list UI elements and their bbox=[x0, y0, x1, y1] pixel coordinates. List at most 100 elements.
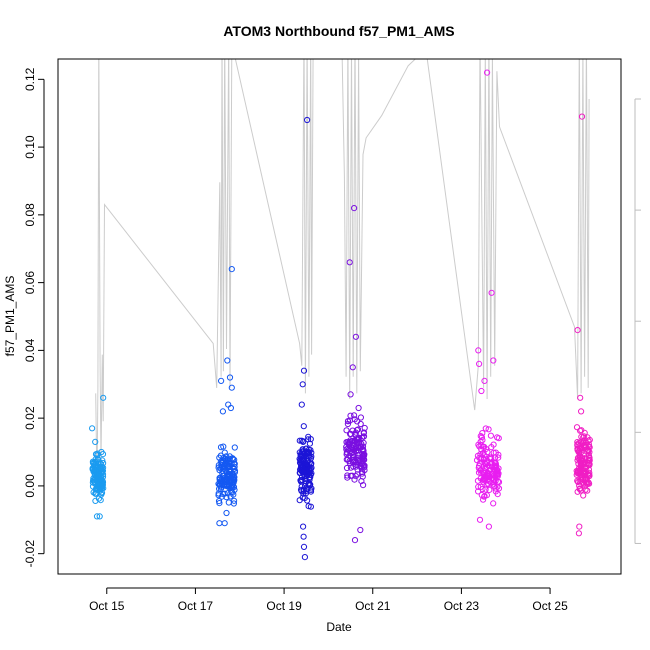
data-point bbox=[224, 490, 231, 497]
data-point bbox=[96, 513, 103, 520]
y-tick-label: 0.00 bbox=[23, 474, 37, 498]
data-point bbox=[216, 454, 223, 461]
data-point bbox=[357, 457, 364, 464]
y-tick-label: 0.02 bbox=[23, 406, 37, 430]
series-5 bbox=[473, 69, 503, 530]
data-point bbox=[479, 437, 486, 444]
data-point bbox=[482, 445, 490, 452]
data-point bbox=[94, 472, 101, 479]
data-point bbox=[584, 470, 592, 477]
data-point bbox=[346, 259, 353, 266]
data-point bbox=[344, 420, 351, 428]
data-point bbox=[485, 426, 492, 433]
data-point bbox=[361, 462, 368, 469]
data-point bbox=[90, 475, 97, 482]
data-point bbox=[93, 469, 100, 476]
data-point bbox=[347, 464, 354, 471]
data-point bbox=[222, 467, 229, 474]
data-point bbox=[93, 513, 101, 520]
data-point bbox=[299, 465, 306, 472]
x-axis-label: Date bbox=[326, 620, 352, 634]
data-point bbox=[226, 464, 233, 471]
data-point bbox=[473, 457, 481, 464]
data-point bbox=[583, 448, 590, 455]
data-point bbox=[495, 435, 502, 442]
data-point bbox=[475, 441, 482, 448]
data-point bbox=[581, 477, 589, 484]
data-point bbox=[217, 465, 224, 472]
data-point bbox=[346, 417, 353, 424]
data-point bbox=[229, 484, 236, 491]
data-points-layer bbox=[89, 69, 593, 561]
data-point bbox=[89, 458, 97, 465]
data-point bbox=[296, 497, 303, 504]
data-point bbox=[480, 457, 487, 464]
data-point bbox=[229, 455, 236, 462]
data-point bbox=[577, 471, 584, 478]
data-point bbox=[575, 530, 583, 537]
data-point bbox=[354, 418, 361, 425]
data-point bbox=[488, 444, 495, 451]
data-point bbox=[581, 465, 589, 472]
data-point bbox=[357, 414, 364, 421]
data-point bbox=[492, 449, 499, 456]
data-point bbox=[298, 437, 305, 444]
data-point bbox=[485, 470, 492, 477]
data-point bbox=[580, 460, 587, 467]
data-point bbox=[343, 456, 350, 463]
data-point bbox=[94, 484, 101, 491]
data-point bbox=[221, 490, 228, 497]
data-point bbox=[98, 448, 105, 456]
data-point bbox=[223, 453, 230, 460]
data-point bbox=[478, 470, 485, 477]
data-point bbox=[349, 364, 356, 371]
data-point bbox=[580, 492, 587, 499]
data-point bbox=[354, 426, 362, 433]
y-tick-label: 0.08 bbox=[23, 203, 37, 227]
data-point bbox=[483, 458, 490, 465]
data-point bbox=[94, 476, 101, 483]
y-tick-label: -0.02 bbox=[23, 540, 37, 568]
data-point bbox=[300, 543, 308, 551]
data-point bbox=[486, 486, 493, 493]
data-point bbox=[475, 483, 482, 490]
data-point bbox=[484, 69, 491, 76]
data-point bbox=[304, 497, 311, 504]
data-point bbox=[581, 433, 588, 440]
data-point bbox=[222, 459, 229, 466]
data-point bbox=[99, 457, 106, 464]
data-point bbox=[308, 485, 315, 492]
data-point bbox=[216, 500, 223, 507]
data-point bbox=[490, 449, 497, 456]
data-point bbox=[483, 492, 490, 499]
data-point bbox=[306, 459, 313, 466]
data-point bbox=[305, 433, 312, 440]
data-point bbox=[358, 440, 365, 447]
altitude-line bbox=[95, 59, 590, 488]
data-point bbox=[585, 443, 593, 450]
data-point bbox=[226, 374, 234, 381]
data-point bbox=[99, 482, 106, 489]
data-point bbox=[304, 116, 311, 124]
series-2 bbox=[215, 266, 239, 527]
data-point bbox=[300, 523, 307, 530]
data-point bbox=[218, 377, 225, 384]
data-point bbox=[486, 472, 493, 480]
data-point bbox=[307, 466, 314, 473]
data-point bbox=[224, 357, 231, 364]
x-tick-label: Oct 17 bbox=[178, 599, 214, 613]
data-point bbox=[477, 483, 484, 490]
data-point bbox=[223, 509, 230, 517]
data-point bbox=[488, 289, 495, 296]
data-point bbox=[98, 468, 106, 475]
series-6 bbox=[573, 113, 593, 537]
data-point bbox=[586, 469, 593, 476]
data-point bbox=[492, 460, 499, 467]
data-point bbox=[360, 482, 367, 489]
data-point bbox=[225, 499, 232, 506]
data-point bbox=[355, 454, 362, 461]
data-point bbox=[351, 450, 358, 457]
data-point bbox=[223, 481, 230, 488]
data-point bbox=[343, 427, 350, 434]
